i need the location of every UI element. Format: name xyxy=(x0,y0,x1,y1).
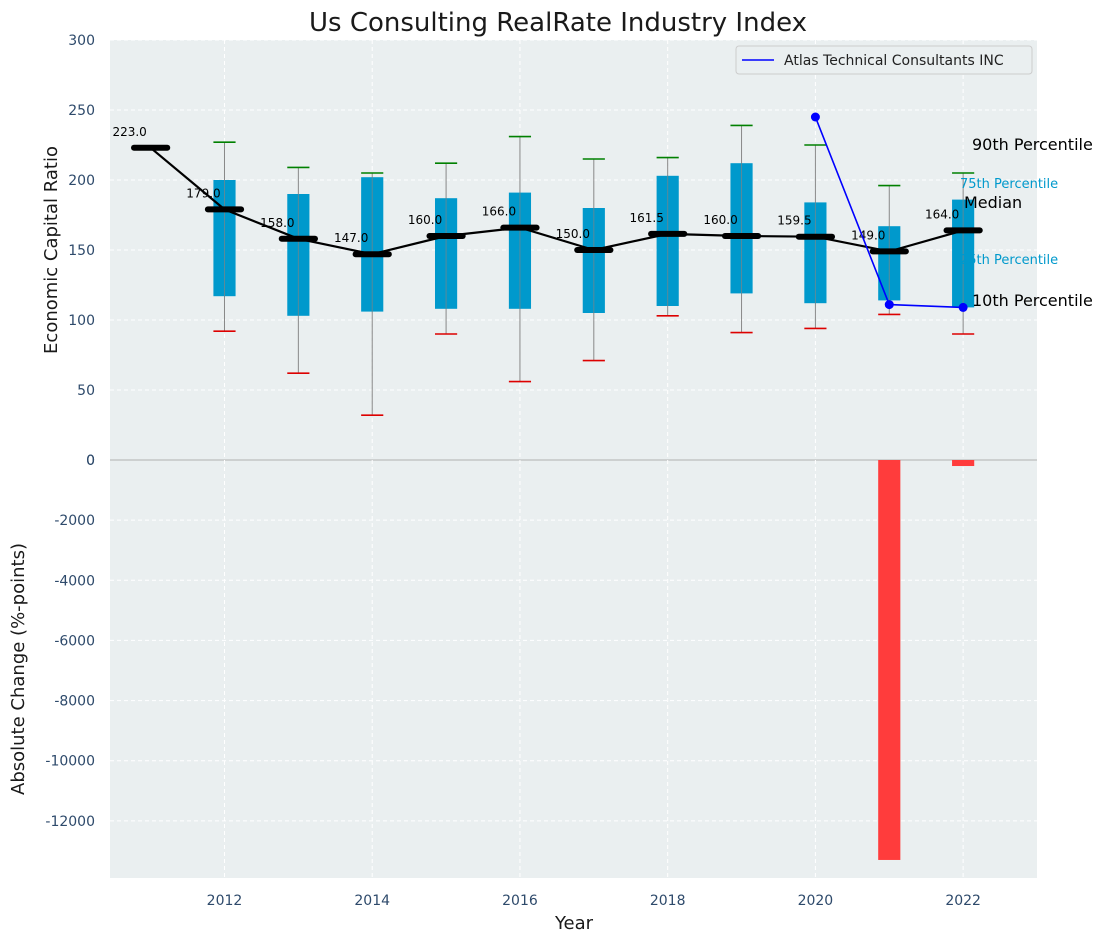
bottom-y-tick-label: 0 xyxy=(86,453,95,469)
top-y-tick-label: 50 xyxy=(77,383,95,399)
median-value-label: 149.0 xyxy=(851,228,885,242)
legend-label: Atlas Technical Consultants INC xyxy=(784,53,1004,69)
label-90th-percentile: 90th Percentile xyxy=(972,135,1093,154)
x-tick-label: 2014 xyxy=(354,893,390,909)
bottom-y-tick-label: -8000 xyxy=(54,694,95,710)
median-value-label: 161.5 xyxy=(629,211,663,225)
top-y-tick-label: 100 xyxy=(68,313,95,329)
company-point xyxy=(958,302,968,312)
top-y-tick-label: 0 xyxy=(86,453,95,469)
median-value-label: 164.0 xyxy=(925,207,959,221)
bottom-y-tick-label: -10000 xyxy=(45,754,95,770)
x-tick-label: 2022 xyxy=(945,893,981,909)
median-value-label: 160.0 xyxy=(408,213,442,227)
median-value-label: 150.0 xyxy=(556,227,590,241)
top-y-tick-label: 150 xyxy=(68,243,95,259)
bottom-y-tick-label: -2000 xyxy=(54,513,95,529)
x-tick-label: 2018 xyxy=(650,893,686,909)
company-series xyxy=(810,112,968,312)
x-tick-label: 2020 xyxy=(798,893,834,909)
top-y-axis-title: Economic Capital Ratio xyxy=(41,146,62,354)
change-bar xyxy=(952,460,975,467)
x-tick-label: 2012 xyxy=(207,893,243,909)
top-y-tick-label: 200 xyxy=(68,173,95,189)
median-value-label: 166.0 xyxy=(482,205,516,219)
median-value-label: 223.0 xyxy=(112,125,146,139)
median-value-label: 147.0 xyxy=(334,231,368,245)
legend: Atlas Technical Consultants INC xyxy=(735,45,1033,75)
top-y-tick-label: 300 xyxy=(68,33,95,49)
x-tick-label: 2016 xyxy=(502,893,538,909)
label-75th-percentile: 75th Percentile xyxy=(960,177,1058,192)
label-25th-percentile: 25th Percentile xyxy=(960,253,1058,268)
company-point xyxy=(810,112,820,122)
chart-title: Us Consulting RealRate Industry Index xyxy=(309,8,807,38)
label-10th-percentile: 10th Percentile xyxy=(972,291,1093,310)
axis-ticks: 0501001502002503000-2000-4000-6000-8000-… xyxy=(45,33,981,909)
company-point xyxy=(884,300,894,310)
median-value-label: 159.5 xyxy=(777,214,811,228)
bottom-y-tick-label: -12000 xyxy=(45,814,95,830)
median-value-label: 179.0 xyxy=(186,186,220,200)
median-series: 223.0 179.0 158.0 147.0 160.0 166.0 150.0 161.5… xyxy=(112,125,983,258)
median-value-label: 160.0 xyxy=(703,213,737,227)
label-median: Median xyxy=(964,193,1022,212)
legend-box xyxy=(735,45,1033,75)
bottom-y-tick-label: -4000 xyxy=(54,573,95,589)
top-y-tick-label: 250 xyxy=(68,103,95,119)
x-axis-title: Year xyxy=(554,913,594,934)
change-bar xyxy=(878,460,901,860)
bottom-y-tick-label: -6000 xyxy=(54,633,95,649)
median-value-label: 158.0 xyxy=(260,216,294,230)
bottom-y-axis-title: Absolute Change (%-points) xyxy=(8,543,29,795)
change-bars xyxy=(878,460,975,860)
percentile-boxes xyxy=(213,124,975,417)
